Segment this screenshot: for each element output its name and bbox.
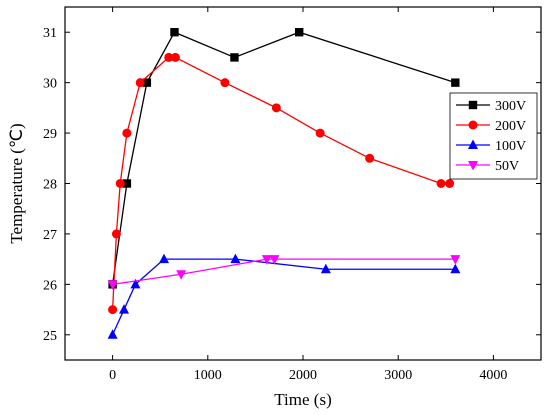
legend-item-200V: 200V — [456, 119, 526, 134]
data-point — [119, 304, 130, 314]
data-point — [230, 253, 241, 264]
x-tick-label: 3000 — [384, 368, 412, 383]
legend-label: 100V — [495, 139, 526, 154]
x-axis-title: Time (s) — [274, 390, 331, 409]
data-point — [261, 255, 272, 265]
data-point — [315, 128, 325, 138]
data-point — [271, 103, 281, 113]
data-point — [111, 229, 121, 239]
axis-ticks: 0 1000 2000 3000 4000 25 26 27 28 29 30 31 — [43, 7, 541, 383]
data-point — [230, 53, 239, 62]
data-point — [450, 263, 461, 274]
data-point — [176, 270, 187, 280]
data-point — [436, 179, 446, 188]
y-axis-title: Temperature (℃) — [7, 123, 26, 243]
data-point — [294, 28, 304, 37]
series-line — [112, 258, 456, 336]
legend-marker — [468, 100, 478, 110]
data-point — [130, 278, 141, 289]
series-line — [111, 31, 456, 285]
data-point — [159, 253, 170, 264]
y-tick-label: 30 — [43, 77, 57, 92]
data-point — [115, 179, 125, 188]
y-tick-label: 28 — [43, 178, 57, 193]
data-point — [445, 179, 455, 188]
data-point — [170, 52, 180, 62]
data-point — [450, 255, 461, 265]
series-layer — [107, 28, 461, 339]
legend-label: 200V — [495, 119, 526, 134]
data-point — [170, 28, 179, 37]
legend-marker — [468, 120, 478, 130]
legend-item-100V: 100V — [456, 139, 526, 154]
data-point — [107, 280, 118, 290]
x-tick-label: 0 — [109, 368, 116, 383]
series-line — [111, 56, 450, 310]
y-tick-label: 25 — [43, 329, 57, 344]
y-tick-label: 29 — [43, 127, 57, 142]
legend-marker — [468, 139, 478, 149]
data-point — [142, 78, 152, 87]
y-tick-label: 26 — [43, 278, 57, 293]
x-tick-label: 1000 — [194, 368, 222, 383]
data-point — [220, 78, 230, 88]
legend-item-300V: 300V — [456, 99, 526, 114]
legend-marker — [468, 161, 478, 171]
legend-label: 300V — [495, 99, 526, 114]
legend-item-50V: 50V — [456, 159, 519, 174]
data-point — [107, 329, 118, 339]
data-point — [135, 78, 145, 88]
y-tick-label: 27 — [43, 228, 57, 243]
y-tick-label: 31 — [43, 26, 57, 41]
data-point — [451, 78, 460, 87]
series-200V — [108, 52, 455, 315]
x-tick-label: 4000 — [479, 368, 507, 383]
legend-label: 50V — [495, 159, 519, 174]
data-point — [365, 153, 375, 163]
data-point — [122, 179, 132, 188]
legend: 300V 200V 100V 50V — [449, 92, 538, 180]
data-point — [108, 305, 118, 315]
series-300V — [108, 28, 460, 289]
data-point — [269, 255, 280, 265]
data-point — [320, 263, 331, 274]
data-point — [122, 128, 132, 138]
x-tick-label: 2000 — [289, 368, 317, 383]
series-50V — [107, 255, 461, 290]
series-100V — [107, 253, 461, 339]
plot-frame — [64, 6, 542, 361]
data-point — [164, 52, 174, 62]
